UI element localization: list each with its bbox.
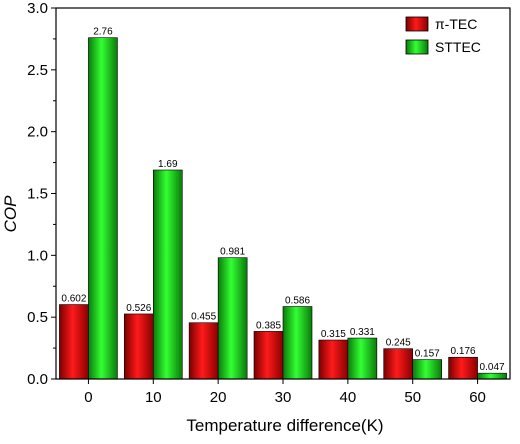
data-label-sttec-0: 2.76 (93, 27, 113, 38)
bar-sttec-0 (88, 37, 118, 380)
legend-label-pi-tec: π-TEC (435, 16, 477, 32)
legend-label-sttec: STTEC (435, 39, 481, 55)
y-axis-title: COP (1, 195, 20, 233)
bars-layer (59, 37, 507, 380)
x-tick-label-10: 10 (145, 389, 162, 406)
bar-tec-0 (59, 304, 89, 380)
bar-sttec-50 (412, 359, 443, 380)
y-tick-label-0.0: 0.0 (27, 371, 48, 388)
bar-sttec-30 (282, 306, 313, 380)
plot-frame (55, 7, 511, 380)
data-label-sttec-60: 0.047 (480, 362, 505, 373)
bar-tec-20 (188, 322, 219, 380)
bar-sttec-20 (217, 257, 248, 380)
bar-tec-60 (448, 356, 478, 380)
data-label-tec-30: 0.385 (256, 320, 281, 331)
x-tick-label-60: 60 (469, 389, 486, 406)
data-labels-layer: 0.602 2.76 0.526 1.69 0.455 0.981 0.385 0.586 0.… (61, 27, 505, 374)
bar-sttec-40 (347, 337, 378, 380)
data-label-sttec-40: 0.331 (350, 327, 375, 338)
data-label-tec-20: 0.455 (191, 312, 216, 323)
x-tick-label-0: 0 (84, 389, 92, 406)
bar-sttec-60 (477, 372, 507, 380)
data-label-tec-40: 0.315 (321, 329, 346, 340)
x-tick-label-50: 50 (404, 389, 421, 406)
bar-tec-30 (253, 331, 284, 380)
legend-swatch-sttec (405, 39, 429, 55)
data-label-sttec-10: 1.69 (158, 159, 178, 170)
x-tick-label-20: 20 (210, 389, 227, 406)
data-label-sttec-20: 0.981 (220, 247, 245, 258)
data-label-sttec-50: 0.157 (415, 349, 440, 360)
bar-tec-50 (383, 348, 414, 380)
y-tick-label-1.5: 1.5 (27, 186, 48, 203)
data-label-sttec-30: 0.586 (285, 296, 310, 307)
bar-sttec-10 (152, 169, 183, 380)
bar-tec-10 (123, 313, 154, 380)
bar-tec-40 (318, 339, 349, 380)
x-tick-label-30: 30 (275, 389, 292, 406)
y-tick-label-0.5: 0.5 (27, 309, 48, 326)
y-tick-label-3.0: 3.0 (27, 0, 48, 17)
data-label-tec-10: 0.526 (126, 303, 151, 314)
axes-layer: 0 10 20 30 40 50 60 0.0 0.5 1.0 1.5 2.0 2.5 3.0 (27, 0, 511, 406)
legend-swatch-pi-tec (405, 16, 429, 32)
y-tick-label-2.0: 2.0 (27, 124, 48, 141)
data-label-tec-0: 0.602 (61, 294, 86, 305)
legend: π-TEC STTEC (405, 16, 481, 55)
data-label-tec-60: 0.176 (451, 346, 476, 357)
y-tick-label-2.5: 2.5 (27, 62, 48, 79)
x-axis-title: Temperature difference(K) (186, 416, 383, 435)
data-label-tec-50: 0.245 (386, 338, 411, 349)
x-tick-label-40: 40 (340, 389, 357, 406)
y-tick-label-1.0: 1.0 (27, 247, 48, 264)
